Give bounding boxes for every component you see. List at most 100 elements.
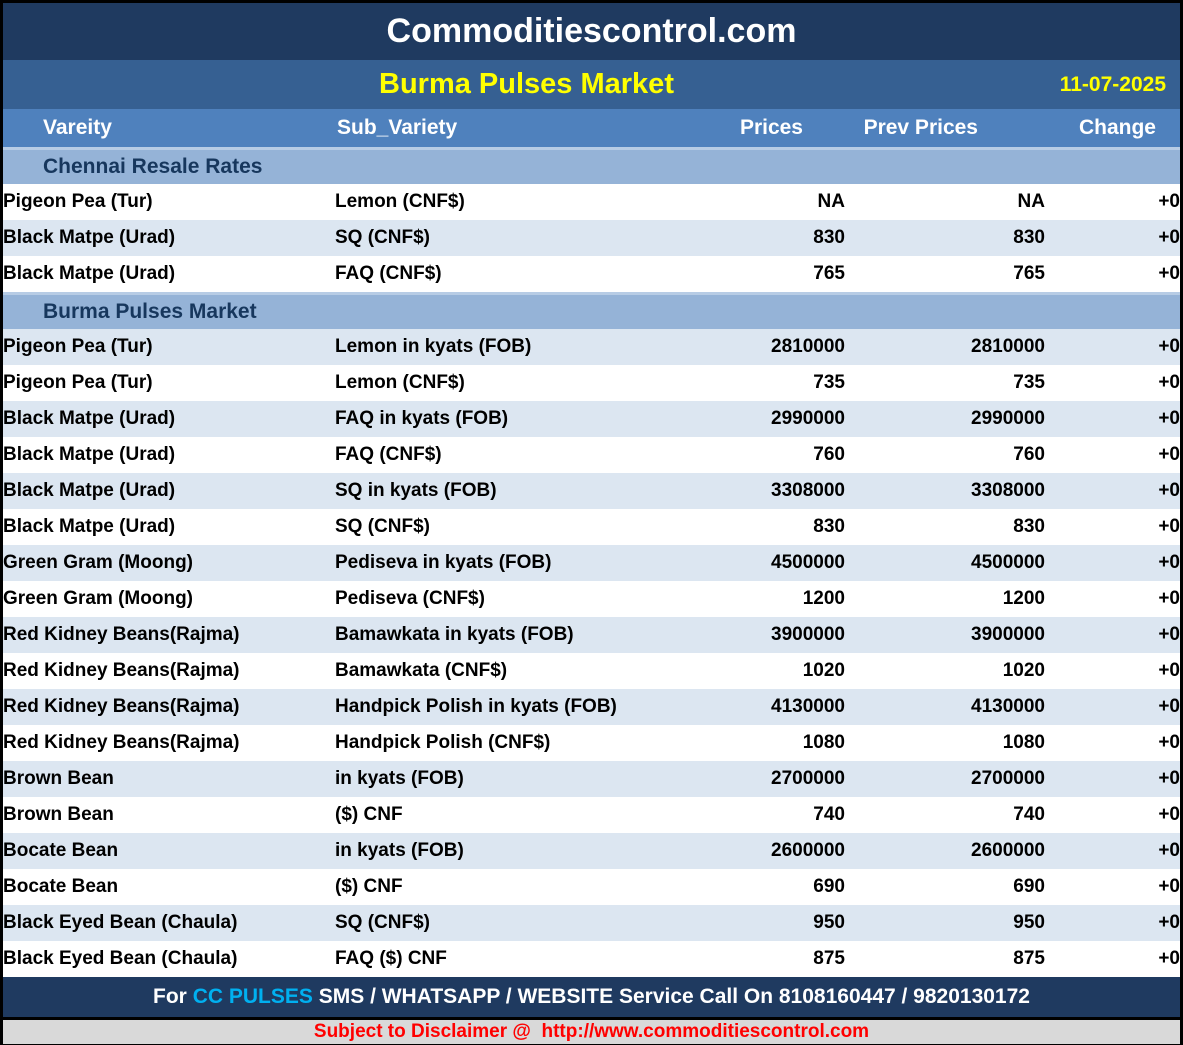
price-table-container: Vareity Sub_Variety Prices Prev Prices C…: [3, 109, 1180, 977]
price-cell: 2990000: [771, 408, 845, 429]
price-row: Brown Bean ($) CNF 740 740 +0: [3, 797, 1180, 833]
price-cell: 830: [813, 516, 845, 537]
change-cell: +0: [1158, 768, 1180, 789]
change-cell: +0: [1158, 516, 1180, 537]
report-title: Burma Pulses Market: [379, 68, 674, 100]
prev-price-cell: 765: [1013, 263, 1045, 284]
service-text-prefix: For: [153, 985, 193, 1008]
change-cell: +0: [1158, 480, 1180, 501]
sub-variety-cell: SQ in kyats (FOB): [335, 480, 497, 501]
change-cell: +0: [1158, 408, 1180, 429]
price-cell: 3900000: [771, 624, 845, 645]
sub-variety-cell: ($) CNF: [335, 876, 403, 897]
price-row: Pigeon Pea (Tur) Lemon (CNF$) 735 735 +0: [3, 365, 1180, 401]
change-cell: +0: [1158, 444, 1180, 465]
prev-price-cell: 740: [1013, 804, 1045, 825]
sub-variety-cell: Pediseva in kyats (FOB): [335, 552, 552, 573]
change-cell: +0: [1158, 588, 1180, 609]
price-row: Brown Bean in kyats (FOB) 2700000 2700000 +0: [3, 761, 1180, 797]
price-cell: 1020: [802, 660, 845, 681]
prev-price-cell: 1080: [1002, 732, 1045, 753]
prev-price-cell: 1020: [1002, 660, 1045, 681]
sub-variety-cell: Lemon (CNF$): [335, 191, 465, 212]
price-cell: 875: [813, 948, 845, 969]
sub-variety-cell: Bamawkata in kyats (FOB): [335, 624, 574, 645]
change-cell: +0: [1158, 804, 1180, 825]
change-cell: +0: [1158, 840, 1180, 861]
variety-cell: Pigeon Pea (Tur): [3, 372, 153, 393]
change-cell: +0: [1158, 696, 1180, 717]
variety-cell: Red Kidney Beans(Rajma): [3, 624, 240, 645]
change-cell: +0: [1158, 263, 1180, 284]
sub-variety-cell: SQ (CNF$): [335, 912, 430, 933]
variety-cell: Black Matpe (Urad): [3, 408, 176, 429]
variety-cell: Black Eyed Bean (Chaula): [3, 948, 238, 969]
disclaimer-bar: Subject to Disclaimer @ http://www.commo…: [3, 1017, 1180, 1044]
prev-price-cell: 950: [1013, 912, 1045, 933]
sub-variety-cell: ($) CNF: [335, 804, 403, 825]
prev-price-cell: 735: [1013, 372, 1045, 393]
prev-price-cell: 4500000: [971, 552, 1045, 573]
sub-variety-cell: Lemon (CNF$): [335, 372, 465, 393]
price-cell: 765: [813, 263, 845, 284]
price-cell: 2600000: [771, 840, 845, 861]
variety-cell: Pigeon Pea (Tur): [3, 336, 153, 357]
change-cell: +0: [1158, 336, 1180, 357]
variety-cell: Black Matpe (Urad): [3, 263, 176, 284]
sub-variety-cell: Handpick Polish in kyats (FOB): [335, 696, 617, 717]
price-row: Black Matpe (Urad) SQ (CNF$) 830 830 +0: [3, 509, 1180, 545]
section-header-row: Burma Pulses Market: [3, 292, 1180, 329]
price-row: Black Matpe (Urad) FAQ (CNF$) 765 765 +0: [3, 256, 1180, 294]
column-header-vareity: Vareity: [3, 109, 335, 149]
variety-cell: Brown Bean: [3, 768, 114, 789]
variety-cell: Black Matpe (Urad): [3, 444, 176, 465]
price-cell: 735: [813, 372, 845, 393]
price-row: Black Matpe (Urad) SQ (CNF$) 830 830 +0: [3, 220, 1180, 256]
sub-variety-cell: FAQ ($) CNF: [335, 948, 447, 969]
site-header-bar: Commoditiescontrol.com: [3, 3, 1180, 60]
change-cell: +0: [1158, 191, 1180, 212]
cc-pulses-label: CC PULSES: [192, 985, 313, 1008]
sub-variety-cell: FAQ in kyats (FOB): [335, 408, 509, 429]
sub-variety-cell: SQ (CNF$): [335, 227, 430, 248]
column-header-row: Vareity Sub_Variety Prices Prev Prices C…: [3, 109, 1180, 149]
price-row: Pigeon Pea (Tur) Lemon in kyats (FOB) 2810…: [3, 329, 1180, 365]
service-text-rest: SMS / WHATSAPP / WEBSITE Service Call On…: [312, 985, 1030, 1008]
report-date: 11-07-2025: [1059, 72, 1166, 96]
prev-price-cell: NA: [1017, 191, 1045, 212]
prev-price-cell: 2990000: [971, 408, 1045, 429]
prev-price-cell: 3900000: [971, 624, 1045, 645]
price-table-body: Chennai Resale Rates Pigeon Pea (Tur) Lemo…: [3, 147, 1180, 977]
section-title: Chennai Resale Rates: [3, 147, 1180, 184]
price-row: Black Matpe (Urad) SQ in kyats (FOB) 33080…: [3, 473, 1180, 509]
column-header-prev-prices: Prev Prices: [845, 109, 1045, 149]
sub-variety-cell: FAQ (CNF$): [335, 263, 442, 284]
change-cell: +0: [1158, 732, 1180, 753]
sub-variety-cell: SQ (CNF$): [335, 516, 430, 537]
prev-price-cell: 830: [1013, 227, 1045, 248]
prev-price-cell: 2700000: [971, 768, 1045, 789]
price-cell: 3308000: [771, 480, 845, 501]
price-row: Black Eyed Bean (Chaula) FAQ ($) CNF 875 87…: [3, 941, 1180, 977]
column-header-sub-variety: Sub_Variety: [335, 109, 625, 149]
prev-price-cell: 2810000: [971, 336, 1045, 357]
price-cell: 740: [813, 804, 845, 825]
price-table: Vareity Sub_Variety Prices Prev Prices C…: [3, 109, 1180, 977]
price-row: Red Kidney Beans(Rajma) Handpick Polish i…: [3, 689, 1180, 725]
price-row: Black Matpe (Urad) FAQ in kyats (FOB) 2990…: [3, 401, 1180, 437]
price-cell: 1080: [802, 732, 845, 753]
change-cell: +0: [1158, 948, 1180, 969]
variety-cell: Black Matpe (Urad): [3, 516, 176, 537]
price-cell: NA: [817, 191, 845, 212]
report-header-bar: Burma Pulses Market 11-07-2025: [3, 60, 1180, 109]
price-cell: 830: [813, 227, 845, 248]
variety-cell: Black Eyed Bean (Chaula): [3, 912, 238, 933]
prev-price-cell: 690: [1013, 876, 1045, 897]
change-cell: +0: [1158, 227, 1180, 248]
price-row: Green Gram (Moong) Pediseva in kyats (FOB…: [3, 545, 1180, 581]
price-row: Pigeon Pea (Tur) Lemon (CNF$) NA NA +0: [3, 184, 1180, 220]
sub-variety-cell: in kyats (FOB): [335, 840, 464, 861]
change-cell: +0: [1158, 624, 1180, 645]
service-footer-bar: For CC PULSES SMS / WHATSAPP / WEBSITE S…: [3, 977, 1180, 1017]
sub-variety-cell: Handpick Polish (CNF$): [335, 732, 551, 753]
